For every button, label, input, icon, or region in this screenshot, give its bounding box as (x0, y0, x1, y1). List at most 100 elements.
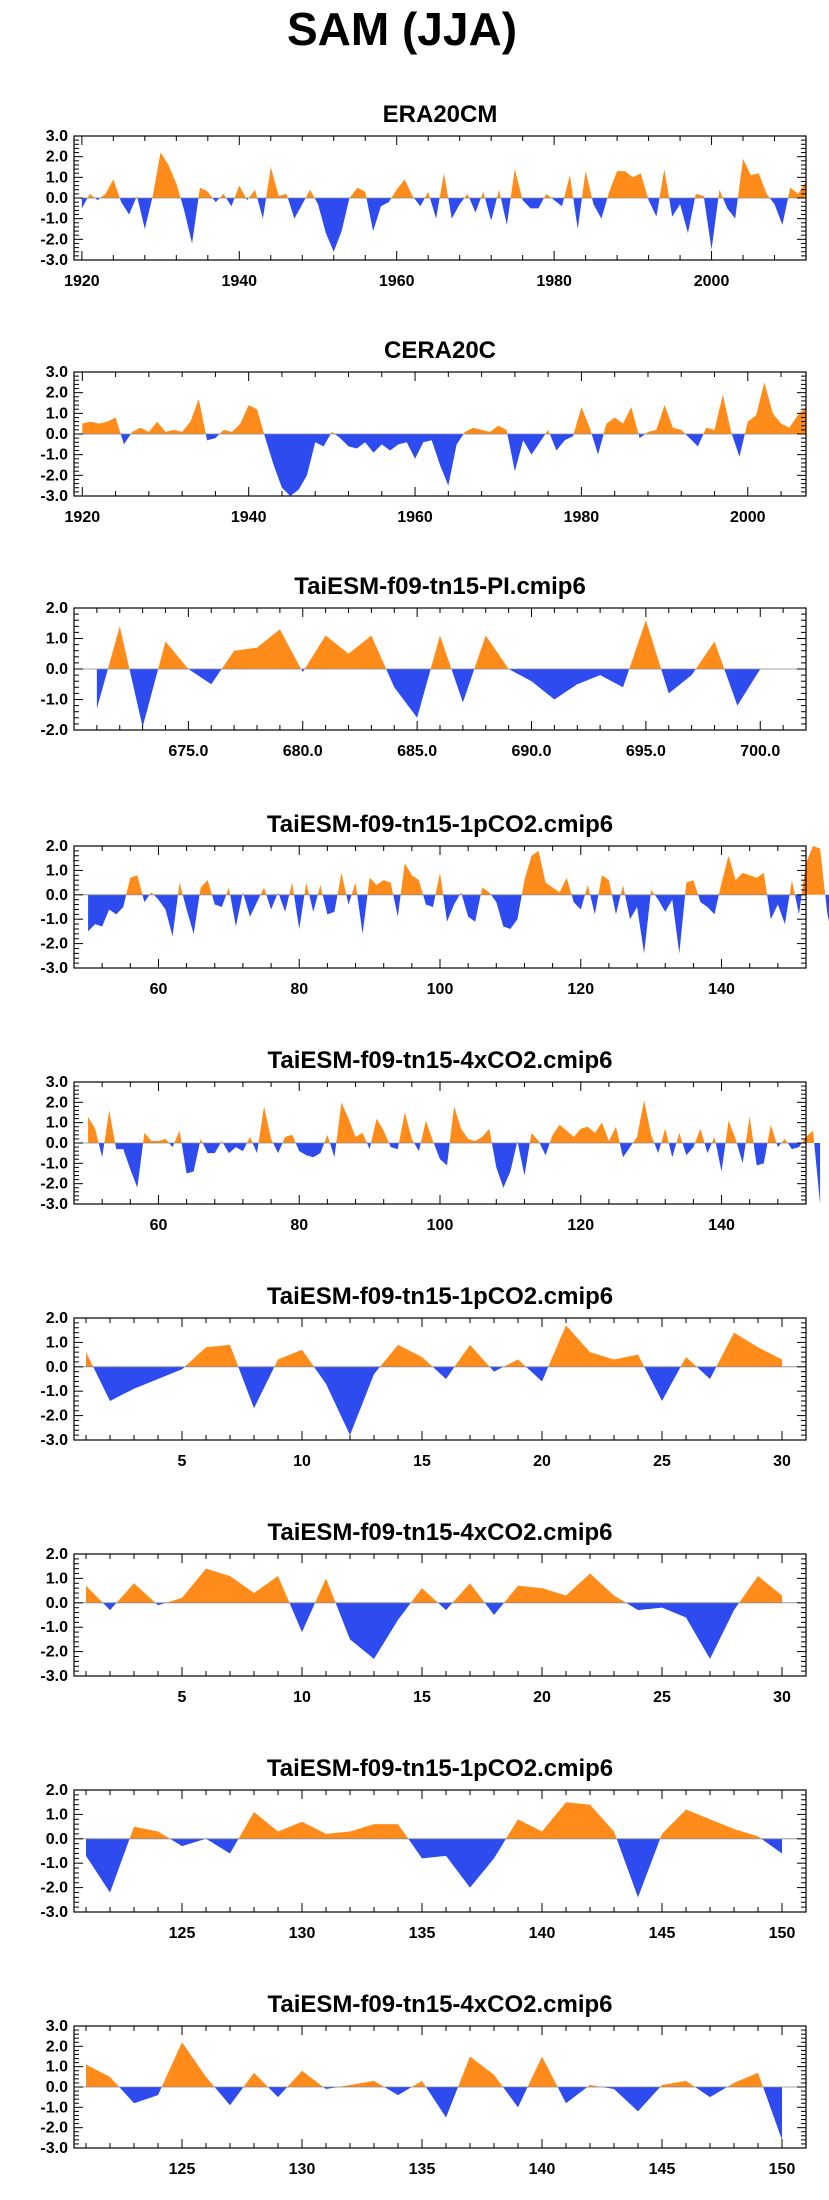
x-tick-label: 135 (409, 2161, 436, 2178)
panel-title: CERA20C (384, 337, 496, 364)
y-tick-label: 2.0 (46, 1546, 68, 1563)
positive-area (86, 1568, 782, 1603)
y-tick-label: 0.0 (46, 1831, 68, 1848)
panel-6: TaiESM-f09-tn15-1pCO2.cmip6 2.0 1.0 0.0 -1.0… (40, 1283, 807, 1470)
y-tick-label: 0.0 (46, 2079, 68, 2096)
panel-3: TaiESM-f09-tn15-PI.cmip6 2.0 1.0 0.0 -1.0 -2.… (40, 573, 807, 760)
x-tick-label: 145 (649, 2161, 676, 2178)
negative-area (88, 894, 829, 954)
x-tick-label: 25 (653, 1453, 671, 1470)
panel-title: TaiESM-f09-tn15-1pCO2.cmip6 (267, 1755, 613, 1782)
panel-8: TaiESM-f09-tn15-1pCO2.cmip6 2.0 1.0 0.0 -1.0… (40, 1755, 807, 1942)
y-tick-label: 2.0 (46, 600, 68, 617)
y-tick-label: 2.0 (46, 1310, 68, 1327)
y-tick-label: -1.0 (40, 692, 68, 709)
x-tick-label: 1940 (221, 273, 257, 290)
negative-area (88, 1143, 821, 1204)
x-tick-label: 675.0 (168, 743, 208, 760)
y-tick-label: 0.0 (46, 1595, 68, 1612)
x-tick-label: 15 (413, 1453, 431, 1470)
negative-area (86, 1602, 782, 1659)
panel-title: TaiESM-f09-tn15-1pCO2.cmip6 (267, 811, 613, 838)
y-tick-label: -2.0 (40, 1644, 68, 1661)
panel-2: CERA20C 3.0 2.0 1.0 0.0 -1.0 -2.0 -3.0 1920 1940 1… (40, 337, 807, 526)
x-tick-label: 140 (708, 1217, 735, 1234)
y-tick-label: -2.0 (40, 1880, 68, 1897)
y-tick-label: -1.0 (40, 447, 68, 464)
y-tick-label: -1.0 (40, 1855, 68, 1872)
y-tick-label: -3.0 (40, 960, 68, 977)
x-tick-label: 125 (169, 2161, 196, 2178)
x-tick-label: 1980 (536, 273, 572, 290)
panel-title: TaiESM-f09-tn15-4xCO2.cmip6 (268, 1519, 613, 1546)
panel-1: ERA20CM 3.0 2.0 1.0 0.0 -1.0 -2.0 -3.0 1920 1940 1… (40, 101, 807, 290)
y-tick-label: 3.0 (46, 2018, 68, 2035)
negative-area (96, 669, 761, 727)
panel-5: TaiESM-f09-tn15-4xCO2.cmip6 3.0 2.0 1.0 0.0 -… (40, 1047, 821, 1234)
plot-frame (73, 1553, 807, 1677)
y-tick-label: 2.0 (46, 149, 68, 166)
x-tick-label: 20 (533, 1453, 551, 1470)
y-tick-label: -3.0 (40, 252, 68, 269)
panels: ERA20CM 3.0 2.0 1.0 0.0 -1.0 -2.0 -3.0 1920 1940 1… (40, 101, 829, 2178)
positive-area (81, 152, 807, 198)
y-tick-label: 1.0 (46, 1334, 68, 1351)
x-tick-label: 1920 (65, 509, 101, 526)
negative-area (86, 2087, 782, 2140)
y-tick-label: -3.0 (40, 2140, 68, 2157)
x-tick-label: 680.0 (283, 743, 323, 760)
x-tick-label: 120 (567, 1217, 594, 1234)
negative-area (86, 1838, 782, 1898)
x-tick-label: 690.0 (511, 743, 551, 760)
y-tick-label: 0.0 (46, 190, 68, 207)
negative-area (81, 198, 807, 252)
x-tick-label: 15 (413, 1689, 431, 1706)
y-tick-label: -2.0 (40, 467, 68, 484)
x-tick-label: 5 (178, 1453, 187, 1470)
x-tick-label: 130 (289, 2161, 316, 2178)
y-tick-label: 1.0 (46, 1115, 68, 1132)
x-tick-label: 1920 (64, 273, 100, 290)
panel-title: TaiESM-f09-tn15-PI.cmip6 (294, 573, 586, 600)
x-tick-label: 80 (290, 981, 308, 998)
y-tick-label: -1.0 (40, 2099, 68, 2116)
y-tick-label: -1.0 (40, 1155, 68, 1172)
plot-frame (73, 1789, 807, 1913)
x-tick-label: 1940 (231, 509, 267, 526)
x-tick-label: 140 (529, 2161, 556, 2178)
y-tick-label: 0.0 (46, 1135, 68, 1152)
x-tick-label: 60 (150, 981, 168, 998)
panel-9: TaiESM-f09-tn15-4xCO2.cmip6 3.0 2.0 1.0 0.0 -… (40, 1991, 807, 2178)
panel-title: TaiESM-f09-tn15-4xCO2.cmip6 (268, 1991, 613, 2018)
y-tick-label: 2.0 (46, 1782, 68, 1799)
x-tick-label: 140 (529, 1925, 556, 1942)
x-tick-label: 10 (293, 1689, 311, 1706)
y-tick-label: 2.0 (46, 2038, 68, 2055)
negative-area (86, 1366, 782, 1436)
x-tick-label: 30 (773, 1689, 791, 1706)
panel-7: TaiESM-f09-tn15-4xCO2.cmip6 2.0 1.0 0.0 -1.0… (40, 1519, 807, 1706)
y-tick-label: -2.0 (40, 722, 68, 739)
y-tick-label: 1.0 (46, 405, 68, 422)
x-tick-label: 25 (653, 1689, 671, 1706)
x-tick-label: 2000 (694, 273, 730, 290)
y-tick-label: -3.0 (40, 1904, 68, 1921)
positive-area (88, 1100, 821, 1143)
y-tick-label: -2.0 (40, 2120, 68, 2137)
y-tick-label: 2.0 (46, 1094, 68, 1111)
x-tick-label: 150 (769, 2161, 796, 2178)
figure-title: SAM (JJA) (287, 3, 517, 55)
y-tick-label: 0.0 (46, 887, 68, 904)
x-tick-label: 1980 (564, 509, 600, 526)
x-tick-label: 120 (567, 981, 594, 998)
x-tick-label: 100 (427, 1217, 454, 1234)
y-tick-label: 3.0 (46, 1074, 68, 1091)
x-tick-label: 685.0 (397, 743, 437, 760)
y-tick-label: 1.0 (46, 1570, 68, 1587)
y-tick-label: 3.0 (46, 128, 68, 145)
x-tick-label: 2000 (730, 509, 766, 526)
y-tick-label: -2.0 (40, 1408, 68, 1425)
positive-area (96, 620, 761, 669)
x-tick-label: 145 (649, 1925, 676, 1942)
